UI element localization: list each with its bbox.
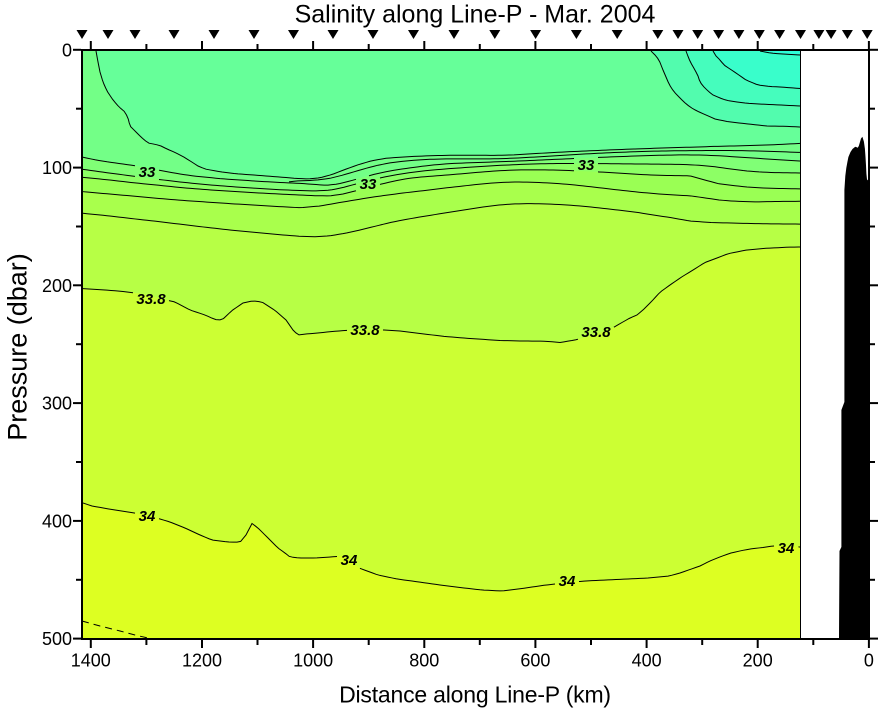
svg-text:33.8: 33.8 (581, 324, 611, 341)
svg-text:0: 0 (864, 651, 874, 671)
svg-text:Pressure (dbar): Pressure (dbar) (3, 253, 33, 441)
svg-text:1400: 1400 (71, 651, 111, 671)
svg-text:300: 300 (42, 394, 72, 414)
svg-text:33.8: 33.8 (136, 291, 166, 308)
svg-text:400: 400 (632, 651, 662, 671)
svg-text:600: 600 (520, 651, 550, 671)
svg-text:33.8: 33.8 (350, 322, 380, 339)
svg-text:0: 0 (62, 40, 72, 60)
svg-text:500: 500 (42, 629, 72, 649)
svg-text:1000: 1000 (293, 651, 333, 671)
svg-text:34: 34 (139, 508, 156, 525)
svg-text:Salinity along Line-P - Mar. 2: Salinity along Line-P - Mar. 2004 (295, 1, 656, 29)
svg-text:200: 200 (42, 276, 72, 296)
svg-text:Distance along Line-P (km): Distance along Line-P (km) (339, 681, 611, 707)
svg-text:34: 34 (559, 573, 576, 590)
svg-text:34: 34 (778, 540, 795, 557)
svg-text:33: 33 (360, 176, 377, 193)
svg-text:200: 200 (743, 651, 773, 671)
svg-text:400: 400 (42, 511, 72, 531)
svg-text:800: 800 (409, 651, 439, 671)
svg-text:34: 34 (341, 552, 358, 569)
svg-text:1200: 1200 (182, 651, 222, 671)
svg-text:33: 33 (578, 157, 595, 174)
svg-text:33: 33 (139, 164, 156, 181)
svg-text:100: 100 (42, 158, 72, 178)
